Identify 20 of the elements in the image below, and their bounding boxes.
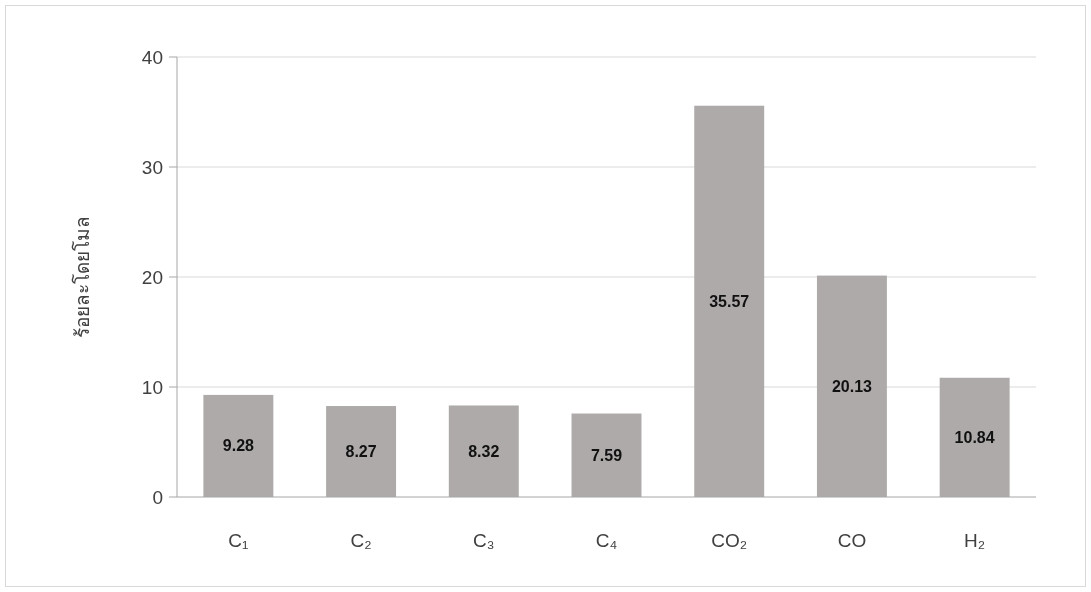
y-tick-label: 20 [141, 266, 163, 288]
x-tick-label: CO [837, 530, 867, 551]
y-tick-label: 40 [141, 46, 163, 68]
y-tick-label: 0 [152, 486, 163, 508]
y-axis-title: ร้อยละโดยโมล [70, 216, 93, 338]
x-tick-label: C₄ [595, 530, 618, 551]
data-label: 8.32 [468, 442, 500, 460]
data-label: 8.27 [345, 443, 377, 461]
x-tick-label: H₂ [964, 530, 986, 551]
data-label: 9.28 [222, 437, 255, 455]
y-tick-label: 30 [141, 156, 163, 178]
data-label: 10.84 [954, 428, 995, 446]
data-label: 7.59 [590, 446, 623, 464]
x-tick-label: C₁ [228, 530, 249, 551]
x-tick-label: C₃ [473, 530, 495, 551]
y-tick-label: 10 [141, 376, 163, 398]
x-tick-label: CO₂ [711, 530, 748, 551]
x-tick-label: C₂ [350, 530, 372, 551]
data-label: 20.13 [831, 377, 873, 395]
data-label: 35.57 [709, 292, 750, 310]
